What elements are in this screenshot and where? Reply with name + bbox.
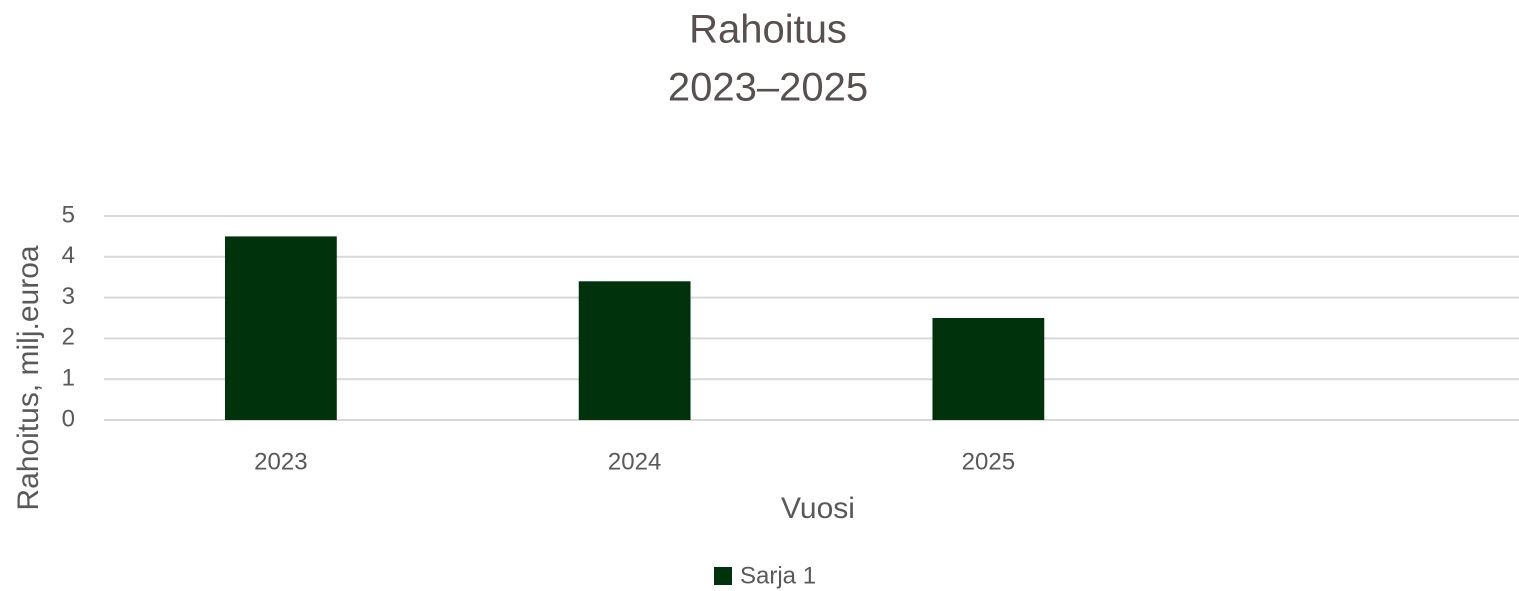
chart-title: 2023–2025 xyxy=(668,66,868,110)
y-tick-label: 1 xyxy=(62,365,75,392)
y-tick-label: 2 xyxy=(62,324,75,351)
y-tick-label: 0 xyxy=(62,405,75,432)
x-tick-label: 2025 xyxy=(962,448,1015,475)
x-tick-label: 2024 xyxy=(608,448,661,475)
y-tick-label: 3 xyxy=(62,283,75,310)
chart-title: Rahoitus xyxy=(689,8,847,52)
bar xyxy=(932,318,1045,420)
y-tick-label: 5 xyxy=(62,201,75,228)
x-tick-label: 2023 xyxy=(254,448,307,475)
y-axis-label: Rahoitus, milj.euroa xyxy=(12,245,45,510)
y-tick-label: 4 xyxy=(62,242,75,269)
bar xyxy=(578,281,691,420)
legend-label: Sarja 1 xyxy=(740,562,816,589)
x-axis-label: Vuosi xyxy=(781,492,855,525)
legend-swatch xyxy=(714,567,732,585)
bar xyxy=(224,236,337,420)
